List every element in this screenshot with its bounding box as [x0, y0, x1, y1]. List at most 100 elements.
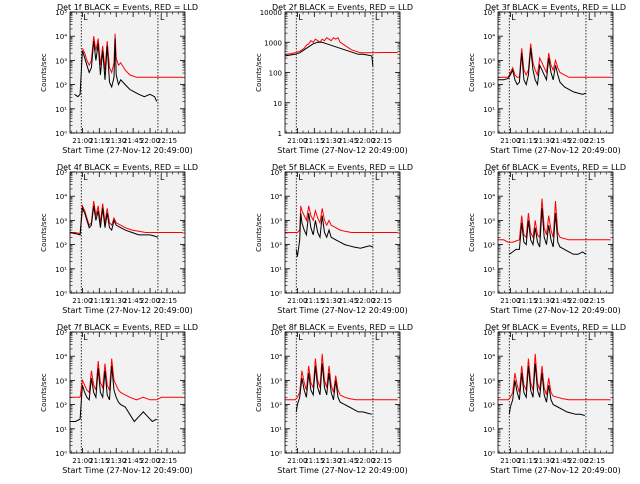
x-tick-label: 21:00 [500, 457, 520, 465]
panel-title: Det 8f BLACK = Events, RED = LLD [272, 323, 413, 332]
x-tick-label: 22:00 [568, 297, 588, 305]
x-tick-label: 21:45 [338, 297, 358, 305]
y-tick-label: 10⁴ [270, 193, 282, 201]
x-tick-label: 21:30 [321, 457, 341, 465]
time-marker-label: L [588, 13, 593, 22]
y-tick-label: 10² [55, 402, 67, 410]
time-marker-label: L [511, 333, 516, 342]
x-axis-label: Start Time (27-Nov-12 20:49:00) [62, 466, 192, 475]
x-tick-label: 21:30 [534, 297, 554, 305]
x-tick-label: 21:00 [287, 457, 307, 465]
plot-area [285, 332, 400, 453]
x-tick-label: 22:00 [140, 137, 160, 145]
y-tick-label: 10⁵ [483, 9, 495, 17]
panel-title: Det 9f BLACK = Events, RED = LLD [485, 323, 626, 332]
x-axis-label: Start Time (27-Nov-12 20:49:00) [62, 146, 192, 155]
y-tick-label: 10⁴ [483, 193, 495, 201]
y-tick-label: 10¹ [55, 426, 67, 434]
x-tick-label: 21:15 [304, 137, 324, 145]
x-tick-label: 21:30 [321, 297, 341, 305]
y-tick-label: 10⁵ [270, 169, 282, 177]
series-events-line [70, 365, 158, 423]
y-tick-label: 10⁵ [483, 329, 495, 337]
series-lld-line [285, 353, 398, 401]
time-marker-label: L [298, 13, 303, 22]
x-tick-label: 22:15 [585, 137, 605, 145]
x-tick-label: 21:00 [500, 297, 520, 305]
x-tick-label: 22:15 [157, 137, 177, 145]
x-tick-label: 22:00 [140, 457, 160, 465]
y-tick-label: 10⁵ [55, 329, 67, 337]
x-tick-label: 21:45 [551, 457, 571, 465]
panel-title: Det 7f BLACK = Events, RED = LLD [57, 323, 198, 332]
x-tick-label: 22:15 [157, 457, 177, 465]
y-axis-label: Counts/sec [255, 213, 263, 252]
x-tick-label: 21:00 [72, 297, 92, 305]
time-marker-label: L [83, 13, 88, 22]
y-tick-label: 10⁴ [55, 353, 67, 361]
y-tick-label: 10³ [55, 217, 67, 225]
time-marker-label: L [375, 333, 380, 342]
plot-area [285, 12, 400, 133]
time-marker-label: L [375, 173, 380, 182]
time-marker-label: L [298, 173, 303, 182]
panel-det-8: L L 10⁰ 10¹ 10² 10³ 10⁴ 10⁵ 21:0021:1521:3021:45… [255, 323, 413, 475]
y-tick-label: 10² [55, 242, 67, 250]
x-tick-label: 21:15 [304, 457, 324, 465]
y-tick-label: 10² [483, 402, 495, 410]
x-tick-label: 21:45 [551, 137, 571, 145]
y-tick-label: 10² [483, 242, 495, 250]
panel-det-3: L L 10⁰ 10¹ 10² 10³ 10⁴ 10⁵ 21:0021:1521:3021:45… [468, 3, 626, 155]
x-axis-label: Start Time (27-Nov-12 20:49:00) [490, 306, 620, 315]
y-tick-label: 10³ [483, 377, 495, 385]
y-tick-label: 10¹ [270, 266, 282, 274]
y-tick-label: 10³ [270, 377, 282, 385]
y-axis-label: Counts/sec [468, 53, 476, 92]
x-tick-label: 21:00 [287, 137, 307, 145]
time-marker-label: L [83, 173, 88, 182]
y-tick-label: 10⁵ [55, 169, 67, 177]
x-tick-label: 22:15 [585, 297, 605, 305]
x-tick-label: 21:15 [517, 137, 537, 145]
x-tick-label: 21:00 [72, 457, 92, 465]
x-tick-label: 22:00 [355, 457, 375, 465]
y-tick-label: 10³ [55, 57, 67, 65]
panel-title: Det 2f BLACK = Events, RED = LLD [272, 3, 413, 12]
time-marker-label: L [588, 173, 593, 182]
y-tick-label: 10⁵ [270, 329, 282, 337]
x-tick-label: 21:30 [106, 457, 126, 465]
time-marker-label: L [511, 13, 516, 22]
x-tick-label: 21:45 [551, 297, 571, 305]
series-lld-line [81, 33, 183, 78]
x-tick-label: 22:00 [355, 137, 375, 145]
series-lld-line [70, 358, 183, 401]
x-tick-label: 22:15 [372, 137, 392, 145]
y-axis-label: Counts/sec [468, 373, 476, 412]
y-tick-label: 10⁰ [270, 290, 282, 298]
panel-det-6: L L 10⁰ 10¹ 10² 10³ 10⁴ 10⁵ 21:0021:1521:3021:45… [468, 163, 626, 315]
x-tick-label: 21:00 [287, 297, 307, 305]
x-tick-label: 22:15 [585, 457, 605, 465]
series-events-line [74, 38, 158, 102]
series-events-line [284, 41, 374, 67]
y-axis-label: Counts/sec [255, 373, 263, 412]
panel-det-9: L L 10⁰ 10¹ 10² 10³ 10⁴ 10⁵ 21:0021:1521:3021:45… [468, 323, 626, 475]
y-tick-label: 10³ [483, 217, 495, 225]
series-events-line [509, 208, 587, 255]
series-lld-line [70, 200, 183, 235]
y-tick-label: 10² [270, 402, 282, 410]
x-axis-label: Start Time (27-Nov-12 20:49:00) [62, 306, 192, 315]
x-tick-label: 21:45 [338, 457, 358, 465]
y-axis-label: Counts/sec [40, 373, 48, 412]
series-events-line [295, 363, 372, 415]
y-tick-label: 10¹ [270, 426, 282, 434]
series-lld-line [498, 43, 611, 78]
x-tick-label: 22:15 [157, 297, 177, 305]
series-events-line [508, 363, 585, 416]
panel-title: Det 5f BLACK = Events, RED = LLD [272, 163, 413, 172]
x-tick-label: 22:15 [372, 297, 392, 305]
panel-title: Det 3f BLACK = Events, RED = LLD [485, 3, 626, 12]
y-tick-label: 10⁰ [483, 130, 495, 138]
y-tick-label: 10³ [270, 217, 282, 225]
y-tick-label: 10³ [483, 57, 495, 65]
